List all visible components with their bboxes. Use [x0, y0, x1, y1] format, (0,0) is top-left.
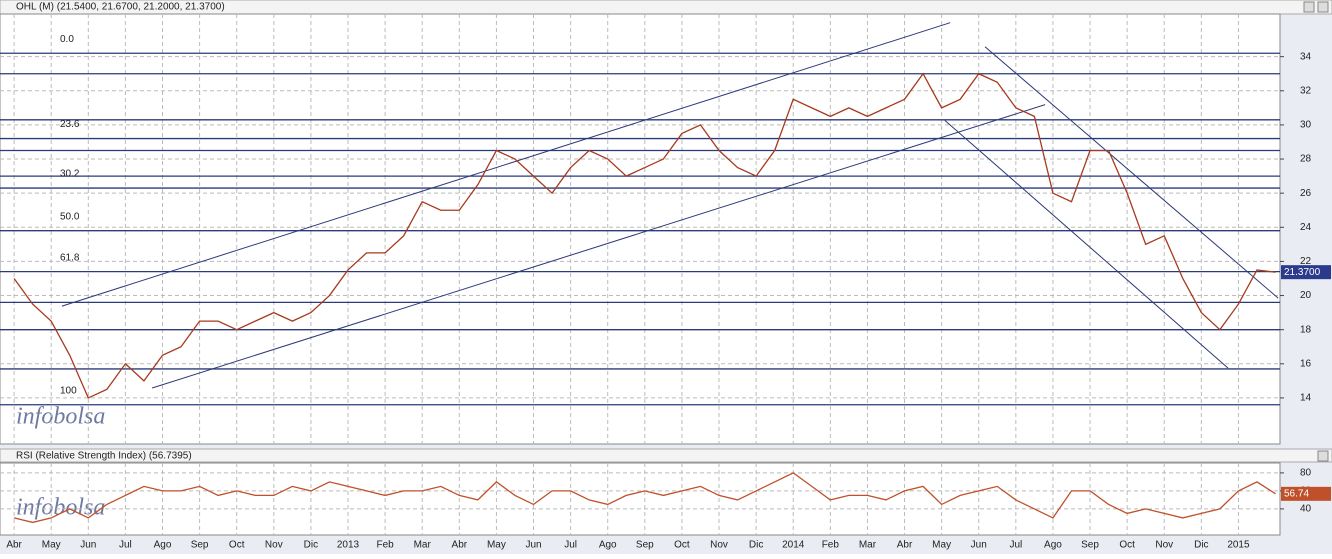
x-tick-label: Sep: [636, 540, 654, 551]
x-tick-label: Oct: [229, 540, 245, 551]
x-tick-label: Jun: [80, 540, 96, 551]
x-tick-label: Nov: [265, 540, 283, 551]
button[interactable]: [1317, 1, 1329, 13]
price-line: [13, 72, 1276, 399]
x-tick-label: May: [42, 540, 61, 551]
button[interactable]: [1317, 450, 1329, 462]
value-tag: [1281, 265, 1331, 280]
x-tick-label: Mar: [414, 540, 432, 551]
watermark: infobolsa: [16, 495, 105, 521]
x-tick-label: Dic: [1194, 540, 1208, 551]
fib-label: 50.0: [60, 211, 80, 222]
x-tick-label: Ago: [1044, 540, 1062, 551]
x-tick-label: 2013: [337, 540, 360, 551]
trend-line: [944, 120, 1229, 369]
value-tag: [1281, 486, 1331, 501]
x-tick-label: May: [487, 540, 506, 551]
x-tick-label: Dic: [749, 540, 763, 551]
x-tick-label: Jul: [564, 540, 577, 551]
y-tick-label: 26: [1300, 188, 1312, 199]
y-tick-label: 20: [1300, 290, 1312, 301]
trend-line: [61, 22, 951, 307]
rsi-title: RSI (Relative Strength Index) (56.7395): [16, 451, 192, 462]
fib-label: 100: [60, 385, 77, 396]
y-tick-label: 30: [1300, 120, 1312, 131]
x-tick-label: Jun: [971, 540, 987, 551]
button[interactable]: [1303, 1, 1315, 13]
x-tick-label: Mar: [859, 540, 877, 551]
x-tick-label: Dic: [304, 540, 318, 551]
x-tick-label: Jun: [525, 540, 541, 551]
x-tick-label: Nov: [1155, 540, 1173, 551]
x-tick-label: Oct: [1119, 540, 1135, 551]
trend-line: [151, 104, 1046, 389]
x-tick-label: May: [932, 540, 951, 551]
x-tick-label: Sep: [191, 540, 209, 551]
fib-label: 30.2: [60, 169, 80, 180]
y-tick-label: 28: [1300, 154, 1312, 165]
y-tick-label: 32: [1300, 85, 1312, 96]
x-tick-label: Sep: [1081, 540, 1099, 551]
x-tick-label: Oct: [674, 540, 690, 551]
y-tick-label: 22: [1300, 256, 1312, 267]
fib-label: 0.0: [60, 34, 74, 45]
x-tick-label: Feb: [376, 540, 394, 551]
fib-label: 23.6: [60, 119, 80, 130]
y-tick-label: 40: [1300, 504, 1312, 515]
x-tick-label: 2015: [1227, 540, 1250, 551]
x-tick-label: Nov: [710, 540, 728, 551]
y-tick-label: 16: [1300, 358, 1312, 369]
trend-line: [984, 46, 1279, 299]
x-tick-label: Ago: [154, 540, 172, 551]
price-line: [13, 472, 1276, 524]
y-tick-label: 80: [1300, 468, 1312, 479]
x-tick-label: Ago: [599, 540, 617, 551]
x-tick-label: Jul: [119, 540, 132, 551]
x-tick-label: Feb: [822, 540, 840, 551]
value-tag-label: 21.3700: [1284, 267, 1321, 278]
fib-label: 61.8: [60, 252, 80, 263]
y-tick-label: 14: [1300, 393, 1312, 404]
x-tick-label: 2014: [782, 540, 805, 551]
price-panel: [0, 13, 1281, 445]
x-tick-label: Abr: [6, 540, 22, 551]
x-tick-label: Abr: [452, 540, 468, 551]
value-tag-label: 56.74: [1284, 488, 1309, 499]
x-tick-label: Abr: [897, 540, 913, 551]
x-tick-label: Jul: [1009, 540, 1022, 551]
rsi-panel: [0, 462, 1281, 536]
rsi-header-bar: [0, 448, 1332, 463]
y-tick-label: 18: [1300, 324, 1312, 335]
y-tick-label: 24: [1300, 222, 1312, 233]
chart-title: OHL (M) (21.5400, 21.6700, 21.2000, 21.3…: [16, 2, 225, 13]
y-tick-label: 34: [1300, 51, 1312, 62]
watermark: infobolsa: [16, 404, 105, 430]
